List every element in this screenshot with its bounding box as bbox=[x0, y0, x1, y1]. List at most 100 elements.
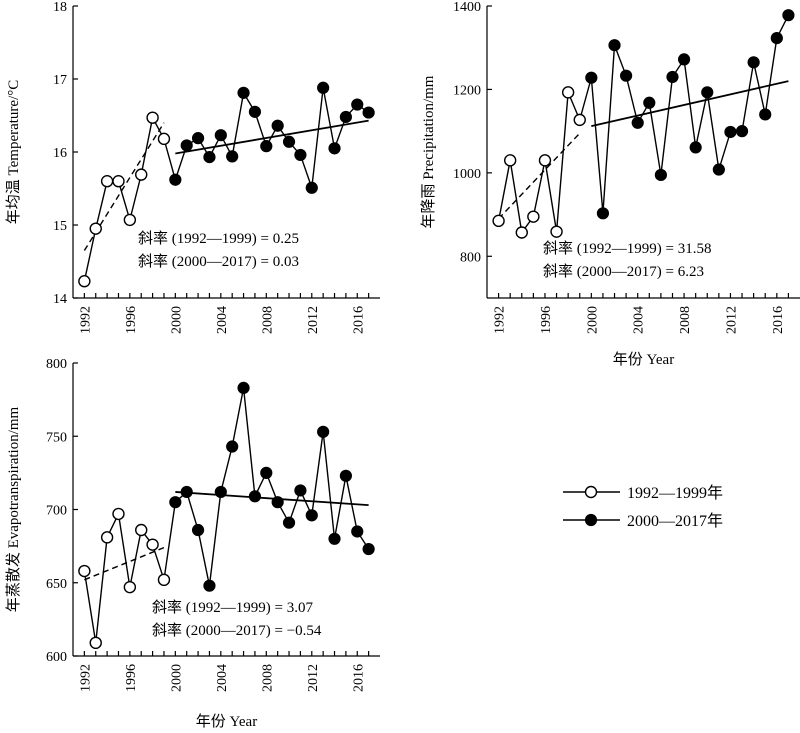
temperature-panel: 14 15 16 17 18 1992 1996 2000 2004 2008 2012 2016 年均… bbox=[5, 0, 380, 334]
slope-annotation: 斜率 (2000—2017) = 6.23 bbox=[543, 263, 704, 280]
x-tick-label: 2012 bbox=[306, 306, 321, 334]
data-point-2000-2017 bbox=[677, 53, 691, 66]
data-point-2000-2017 bbox=[585, 71, 598, 84]
x-tick-label: 1992 bbox=[493, 306, 508, 334]
x-tick-label: 2000 bbox=[585, 306, 600, 334]
data-point-2000-2017 bbox=[226, 440, 239, 453]
data-point-2000-2017 bbox=[305, 509, 318, 522]
series-line bbox=[83, 387, 370, 643]
x-tick-label: 1992 bbox=[78, 664, 93, 692]
data-point-2000-2017 bbox=[339, 469, 352, 482]
y-tick-label: 600 bbox=[46, 650, 67, 665]
y-tick-label: 14 bbox=[53, 292, 67, 307]
data-point-2000-2017 bbox=[712, 163, 725, 176]
data-point-2000-2017 bbox=[169, 496, 182, 509]
data-point-2000-2017 bbox=[214, 485, 227, 499]
data-point-1992-1999 bbox=[550, 225, 563, 238]
data-point-1992-1999 bbox=[89, 222, 102, 235]
data-point-2000-2017 bbox=[248, 490, 262, 503]
y-tick-label: 750 bbox=[46, 430, 67, 445]
data-point-2000-2017 bbox=[782, 9, 795, 22]
data-point-1992-1999 bbox=[146, 538, 159, 551]
data-point-2000-2017 bbox=[608, 39, 621, 52]
legend-filled-label: 2000—2017年 bbox=[627, 512, 723, 530]
x-tick-label: 2016 bbox=[771, 306, 786, 334]
data-point-2000-2017 bbox=[271, 496, 284, 509]
data-point-1992-1999 bbox=[561, 86, 575, 99]
data-point-2000-2017 bbox=[260, 140, 273, 153]
data-point-2000-2017 bbox=[305, 181, 318, 194]
data-point-2000-2017 bbox=[203, 579, 216, 592]
x-tick-label: 2000 bbox=[169, 306, 184, 334]
x-tick-label: 2016 bbox=[351, 306, 366, 334]
x-tick-label: 2004 bbox=[632, 306, 647, 334]
y-tick-label: 700 bbox=[46, 504, 67, 519]
y-tick-label: 800 bbox=[460, 250, 481, 265]
data-point-1992-1999 bbox=[123, 580, 137, 594]
y-tick-label: 1200 bbox=[453, 83, 481, 98]
x-axis-title: 年份 Year bbox=[196, 713, 257, 730]
data-point-2000-2017 bbox=[169, 173, 182, 186]
x-tick-label: 2012 bbox=[306, 664, 321, 692]
x-tick-label: 2000 bbox=[169, 664, 184, 692]
x-tick-label: 1996 bbox=[124, 306, 139, 334]
slope-annotation: 斜率 (2000—2017) = −0.54 bbox=[152, 622, 322, 639]
data-point-2000-2017 bbox=[339, 110, 352, 124]
data-point-1992-1999 bbox=[503, 154, 517, 167]
x-tick-label: 2008 bbox=[260, 306, 275, 334]
y-tick-label: 15 bbox=[53, 219, 67, 234]
data-point-2000-2017 bbox=[759, 108, 772, 121]
precipitation-panel: 800 1000 1200 1400 1992 1996 2000 2004 2008 2012 2… bbox=[420, 0, 800, 368]
y-tick-label: 650 bbox=[46, 577, 67, 592]
legend-open-label: 1992—1999年 bbox=[627, 484, 723, 502]
data-point-2000-2017 bbox=[180, 139, 193, 152]
data-point-2000-2017 bbox=[328, 142, 341, 155]
data-point-2000-2017 bbox=[747, 56, 760, 69]
data-point-1992-1999 bbox=[89, 636, 102, 650]
data-point-1992-1999 bbox=[538, 154, 552, 167]
data-point-2000-2017 bbox=[654, 168, 667, 182]
data-point-2000-2017 bbox=[226, 150, 239, 163]
data-point-1992-1999 bbox=[112, 174, 125, 188]
legend-open-marker bbox=[584, 485, 598, 499]
x-tick-label: 1996 bbox=[124, 664, 139, 692]
data-point-2000-2017 bbox=[282, 516, 296, 529]
data-point-2000-2017 bbox=[351, 98, 364, 111]
data-point-2000-2017 bbox=[294, 148, 307, 162]
trend-line-1992-1999 bbox=[498, 132, 581, 220]
y-tick-label: 18 bbox=[53, 0, 67, 15]
data-point-2000-2017 bbox=[248, 105, 262, 118]
data-point-1992-1999 bbox=[135, 523, 148, 537]
data-point-1992-1999 bbox=[78, 275, 91, 288]
slope-annotation: 斜率 (1992—1999) = 3.07 bbox=[152, 599, 313, 616]
data-point-2000-2017 bbox=[203, 151, 216, 164]
data-point-2000-2017 bbox=[191, 523, 205, 537]
data-point-2000-2017 bbox=[620, 69, 633, 82]
data-point-2000-2017 bbox=[260, 466, 273, 479]
trend-line-1992-1999 bbox=[84, 546, 165, 581]
y-tick-label: 17 bbox=[53, 73, 67, 88]
data-point-1992-1999 bbox=[146, 111, 159, 124]
data-point-2000-2017 bbox=[237, 381, 250, 395]
data-point-2000-2017 bbox=[643, 96, 656, 109]
series-line bbox=[83, 87, 370, 282]
data-point-1992-1999 bbox=[157, 132, 171, 146]
data-point-2000-2017 bbox=[180, 485, 193, 499]
slope-annotation: 斜率 (2000—2017) = 0.03 bbox=[138, 253, 299, 270]
x-tick-label: 2016 bbox=[351, 664, 366, 692]
data-point-2000-2017 bbox=[317, 425, 330, 438]
y-tick-label: 1400 bbox=[453, 0, 481, 15]
x-tick-label: 2008 bbox=[678, 306, 693, 334]
y-tick-label: 16 bbox=[53, 146, 67, 161]
trend-line-2000-2017 bbox=[175, 491, 369, 507]
data-point-2000-2017 bbox=[351, 525, 364, 538]
legend-filled-marker bbox=[584, 513, 598, 527]
data-point-2000-2017 bbox=[317, 81, 330, 94]
data-point-2000-2017 bbox=[328, 532, 341, 545]
x-tick-label: 2012 bbox=[724, 306, 739, 334]
x-tick-label: 1992 bbox=[78, 306, 93, 334]
data-point-2000-2017 bbox=[294, 484, 307, 497]
data-point-1992-1999 bbox=[527, 210, 540, 223]
data-point-1992-1999 bbox=[123, 213, 137, 227]
